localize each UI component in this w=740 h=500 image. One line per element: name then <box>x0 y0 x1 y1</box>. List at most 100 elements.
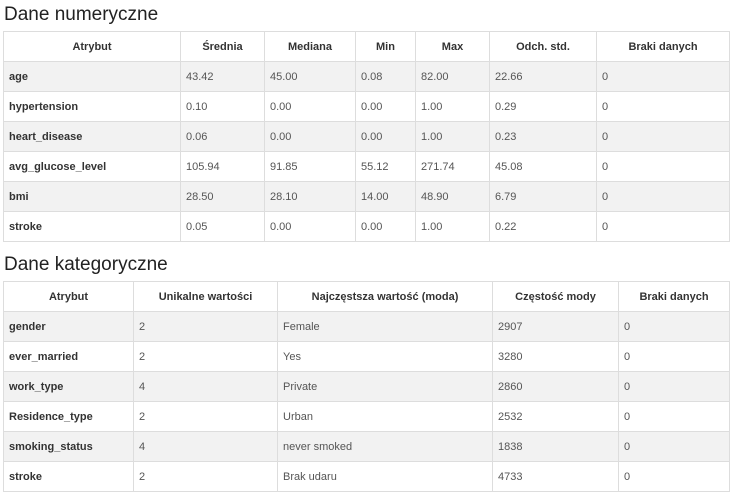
table-cell: 0 <box>618 401 730 432</box>
table-cell: 45.00 <box>264 61 356 92</box>
categorical-header-row: Atrybut Unikalne wartości Najczęstsza wa… <box>3 281 730 312</box>
table-cell: 1.00 <box>415 121 490 152</box>
table-cell: 55.12 <box>355 151 416 182</box>
table-cell: 91.85 <box>264 151 356 182</box>
numeric-header-row: Atrybut Średnia Mediana Min Max Odch. st… <box>3 31 730 62</box>
table-cell: 0.00 <box>355 121 416 152</box>
col-header-min: Min <box>355 31 416 62</box>
table-cell: 0.23 <box>489 121 597 152</box>
categorical-table-row: stroke 2 Brak udaru 4733 0 <box>3 461 730 492</box>
table-cell: 2532 <box>492 401 619 432</box>
table-cell: 2 <box>133 311 278 342</box>
table-cell: 0.00 <box>355 91 416 122</box>
table-cell: 2 <box>133 461 278 492</box>
table-cell: 0 <box>618 431 730 462</box>
table-cell: 2860 <box>492 371 619 402</box>
col-header-mean: Średnia <box>180 31 265 62</box>
numeric-table-row: stroke 0.05 0.00 0.00 1.00 0.22 0 <box>3 211 730 242</box>
categorical-table-row: ever_married 2 Yes 3280 0 <box>3 341 730 372</box>
table-cell: 0 <box>618 311 730 342</box>
table-cell: 0.08 <box>355 61 416 92</box>
col-header-max: Max <box>415 31 490 62</box>
table-cell: 1838 <box>492 431 619 462</box>
table-cell-attribute: smoking_status <box>3 431 134 462</box>
table-cell: 2 <box>133 341 278 372</box>
table-cell-attribute: bmi <box>3 181 181 212</box>
categorical-table-row: smoking_status 4 never smoked 1838 0 <box>3 431 730 462</box>
table-cell: 0.00 <box>264 91 356 122</box>
table-cell: 3280 <box>492 341 619 372</box>
col-header-mode: Najczęstsza wartość (moda) <box>277 281 493 312</box>
categorical-table-row: work_type 4 Private 2860 0 <box>3 371 730 402</box>
table-cell: Female <box>277 311 493 342</box>
numeric-table-row: avg_glucose_level 105.94 91.85 55.12 271.74 4… <box>3 151 730 182</box>
col-header-attribute: Atrybut <box>3 31 181 62</box>
table-cell: 0 <box>618 341 730 372</box>
numeric-table-row: age 43.42 45.00 0.08 82.00 22.66 0 <box>3 61 730 92</box>
table-cell: 0 <box>618 461 730 492</box>
table-cell: 0.22 <box>489 211 597 242</box>
table-cell: 105.94 <box>180 151 265 182</box>
table-cell: 0 <box>618 371 730 402</box>
table-cell-attribute: avg_glucose_level <box>3 151 181 182</box>
table-cell: 2 <box>133 401 278 432</box>
categorical-table: Atrybut Unikalne wartości Najczęstsza wa… <box>3 281 730 492</box>
numeric-table-body: age 43.42 45.00 0.08 82.00 22.66 0 hypertension… <box>3 61 730 242</box>
categorical-table-row: gender 2 Female 2907 0 <box>3 311 730 342</box>
numeric-table-row: heart_disease 0.06 0.00 0.00 1.00 0.23 0 <box>3 121 730 152</box>
table-cell: 14.00 <box>355 181 416 212</box>
table-cell-attribute: Residence_type <box>3 401 134 432</box>
col-header-std: Odch. std. <box>489 31 597 62</box>
table-cell-attribute: age <box>3 61 181 92</box>
table-cell-attribute: stroke <box>3 461 134 492</box>
numeric-table: Atrybut Średnia Mediana Min Max Odch. st… <box>3 31 730 242</box>
table-cell: 0.05 <box>180 211 265 242</box>
table-cell: 45.08 <box>489 151 597 182</box>
table-cell: 1.00 <box>415 91 490 122</box>
table-cell: 4 <box>133 371 278 402</box>
table-cell: 43.42 <box>180 61 265 92</box>
table-cell: 0.00 <box>264 211 356 242</box>
table-cell: 0 <box>596 91 730 122</box>
table-cell: never smoked <box>277 431 493 462</box>
table-cell: 22.66 <box>489 61 597 92</box>
col-header-attribute: Atrybut <box>3 281 134 312</box>
table-cell: 4 <box>133 431 278 462</box>
table-cell-attribute: gender <box>3 311 134 342</box>
table-cell: 82.00 <box>415 61 490 92</box>
table-cell: Urban <box>277 401 493 432</box>
table-cell: 48.90 <box>415 181 490 212</box>
col-header-missing: Braki danych <box>596 31 730 62</box>
table-cell: 0.10 <box>180 91 265 122</box>
table-cell-attribute: work_type <box>3 371 134 402</box>
categorical-table-body: gender 2 Female 2907 0 ever_married 2 Yes 3280 0 w… <box>3 311 730 492</box>
col-header-missing: Braki danych <box>618 281 730 312</box>
table-cell: Brak udaru <box>277 461 493 492</box>
col-header-mode-frequency: Częstość mody <box>492 281 619 312</box>
numeric-table-row: hypertension 0.10 0.00 0.00 1.00 0.29 0 <box>3 91 730 122</box>
table-cell-attribute: stroke <box>3 211 181 242</box>
table-cell: 0 <box>596 151 730 182</box>
table-cell-attribute: heart_disease <box>3 121 181 152</box>
table-cell: 0.06 <box>180 121 265 152</box>
col-header-unique-values: Unikalne wartości <box>133 281 278 312</box>
table-cell: 28.50 <box>180 181 265 212</box>
table-cell-attribute: hypertension <box>3 91 181 122</box>
table-cell: 0 <box>596 211 730 242</box>
table-cell: 1.00 <box>415 211 490 242</box>
table-cell: 0 <box>596 121 730 152</box>
table-cell: 0 <box>596 181 730 212</box>
table-cell: 6.79 <box>489 181 597 212</box>
table-cell: 0.00 <box>355 211 416 242</box>
table-cell: 0.00 <box>264 121 356 152</box>
table-cell: 0.29 <box>489 91 597 122</box>
col-header-median: Mediana <box>264 31 356 62</box>
categorical-table-row: Residence_type 2 Urban 2532 0 <box>3 401 730 432</box>
numeric-table-row: bmi 28.50 28.10 14.00 48.90 6.79 0 <box>3 181 730 212</box>
table-cell: Private <box>277 371 493 402</box>
table-cell: 0 <box>596 61 730 92</box>
categorical-section-title: Dane kategoryczne <box>4 254 168 275</box>
table-cell-attribute: ever_married <box>3 341 134 372</box>
table-cell: 28.10 <box>264 181 356 212</box>
